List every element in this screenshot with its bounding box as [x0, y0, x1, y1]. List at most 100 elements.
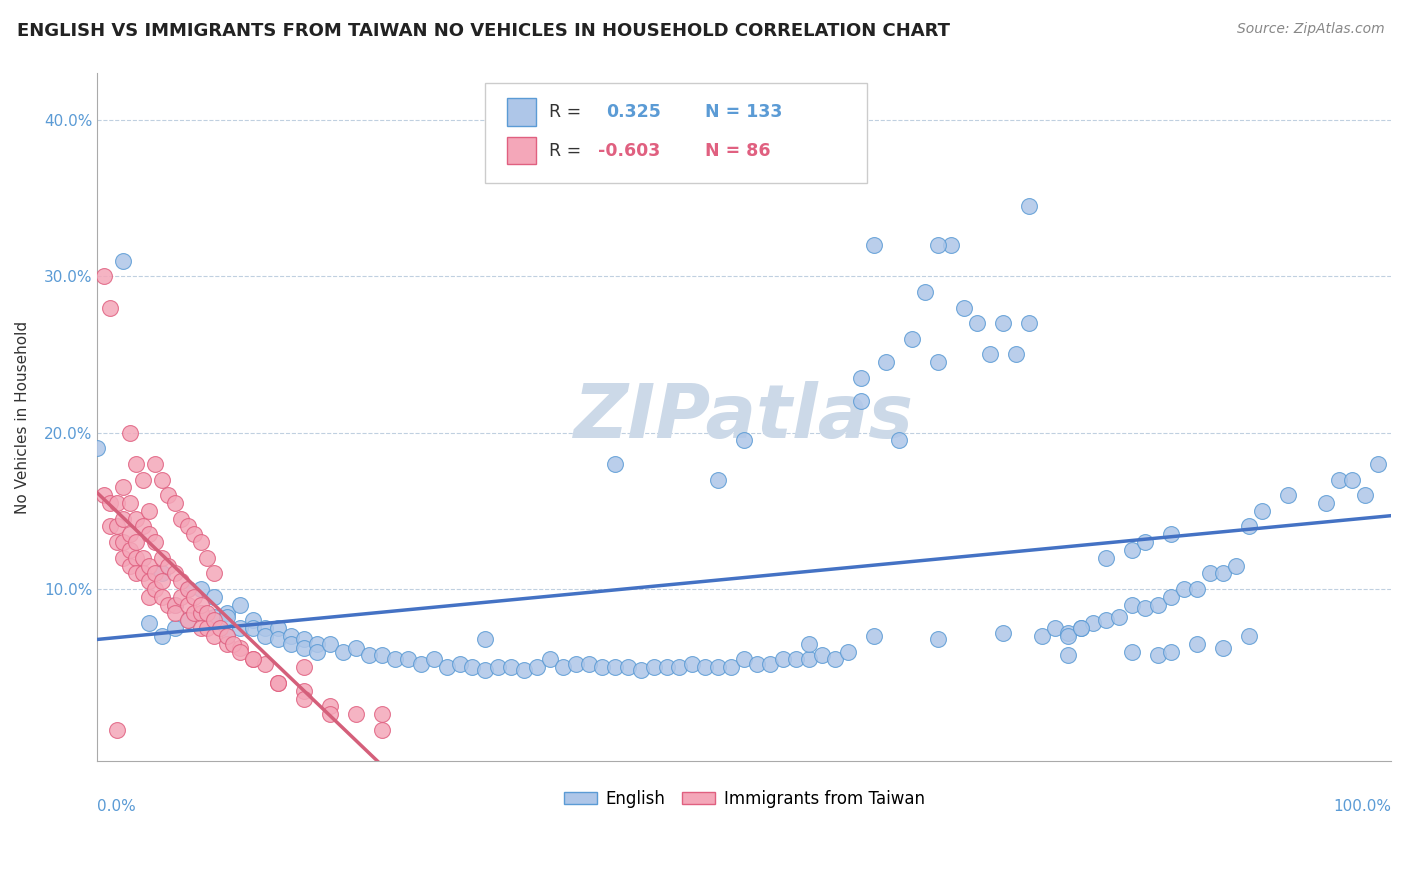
Point [1341, 473, 1364, 487]
Point [991, 625, 1014, 640]
Point [190, 606, 212, 620]
Point [215, 610, 238, 624]
Point [145, 457, 167, 471]
Point [112, 480, 135, 494]
Point [319, 637, 342, 651]
Point [862, 238, 884, 252]
Point [655, 660, 678, 674]
Point [163, 566, 186, 581]
Point [177, 613, 200, 627]
Point [292, 691, 315, 706]
Point [785, 652, 807, 666]
Point [630, 664, 652, 678]
Point [1056, 625, 1078, 640]
Point [190, 535, 212, 549]
Point [215, 629, 238, 643]
Legend: English, Immigrants from Taiwan: English, Immigrants from Taiwan [557, 783, 931, 814]
Point [603, 660, 626, 674]
Point [849, 394, 872, 409]
Point [190, 598, 212, 612]
Point [202, 590, 225, 604]
Point [105, 519, 128, 533]
Point [105, 723, 128, 737]
Point [170, 590, 193, 604]
Point [1237, 629, 1260, 643]
Point [1329, 473, 1351, 487]
Point [1185, 582, 1208, 596]
Point [1354, 488, 1376, 502]
Text: N = 86: N = 86 [706, 142, 770, 160]
Point [170, 511, 193, 525]
Point [1185, 637, 1208, 651]
Point [138, 527, 160, 541]
Text: 0.325: 0.325 [606, 103, 661, 121]
Point [1212, 566, 1234, 581]
Point [292, 683, 315, 698]
Point [1095, 613, 1118, 627]
Point [112, 253, 135, 268]
Point [914, 285, 936, 299]
Point [242, 652, 264, 666]
Point [98, 496, 121, 510]
Point [707, 473, 730, 487]
Point [1160, 645, 1182, 659]
Point [145, 535, 167, 549]
Point [125, 457, 148, 471]
Point [145, 566, 167, 581]
Point [118, 558, 141, 573]
Point [125, 535, 148, 549]
Point [242, 652, 264, 666]
Point [501, 660, 523, 674]
Point [578, 657, 600, 672]
Point [889, 434, 911, 448]
Point [681, 657, 703, 672]
Y-axis label: No Vehicles in Household: No Vehicles in Household [15, 320, 30, 514]
Point [150, 550, 173, 565]
Point [163, 598, 186, 612]
Point [1056, 629, 1078, 643]
Text: N = 133: N = 133 [706, 103, 783, 121]
Point [222, 637, 245, 651]
Point [875, 355, 897, 369]
Point [292, 660, 315, 674]
Point [449, 657, 471, 672]
Point [267, 676, 290, 690]
Point [1069, 621, 1091, 635]
Point [195, 606, 218, 620]
Point [292, 632, 315, 646]
Point [131, 473, 153, 487]
Point [280, 637, 302, 651]
Point [837, 645, 859, 659]
Point [267, 621, 290, 635]
Point [145, 582, 167, 596]
Point [538, 652, 561, 666]
Point [591, 660, 613, 674]
Point [695, 660, 717, 674]
Point [966, 316, 988, 330]
Point [177, 519, 200, 533]
Point [215, 606, 238, 620]
Point [177, 613, 200, 627]
Point [862, 629, 884, 643]
Point [105, 496, 128, 510]
Point [643, 660, 665, 674]
Point [254, 657, 277, 672]
Point [150, 574, 173, 589]
Point [163, 606, 186, 620]
Point [157, 558, 180, 573]
Point [202, 613, 225, 627]
Point [1121, 598, 1143, 612]
Point [927, 632, 949, 646]
Point [118, 425, 141, 440]
Point [707, 660, 730, 674]
Point [797, 637, 820, 651]
Point [1135, 535, 1157, 549]
Point [1237, 519, 1260, 533]
Point [228, 645, 250, 659]
Point [565, 657, 588, 672]
Point [177, 582, 200, 596]
Point [183, 606, 205, 620]
Point [131, 566, 153, 581]
Point [209, 621, 232, 635]
Point [371, 723, 394, 737]
